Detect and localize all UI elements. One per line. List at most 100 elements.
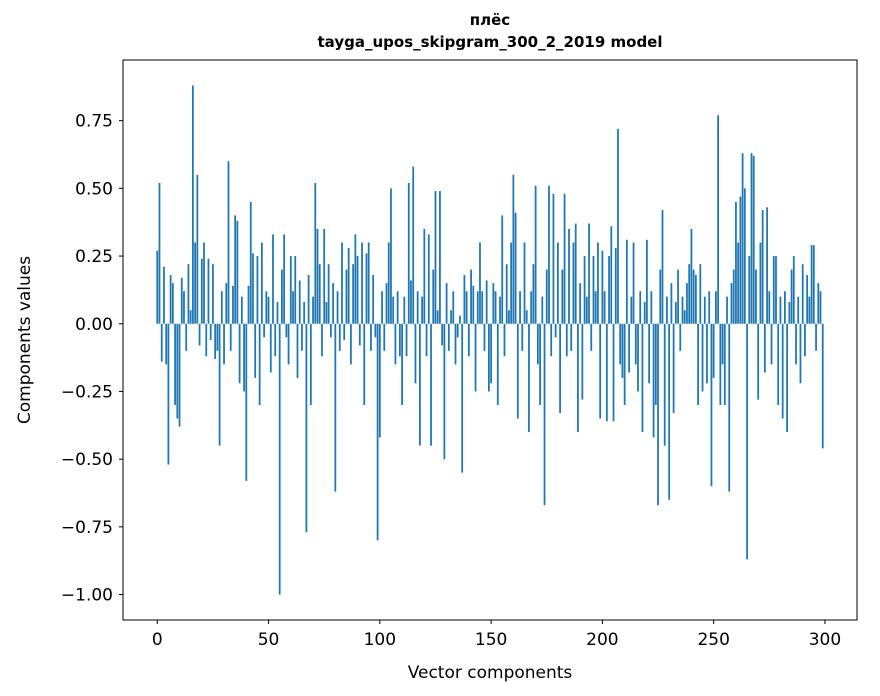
bar	[515, 213, 517, 324]
bar	[383, 324, 385, 351]
bar	[183, 291, 185, 324]
bar	[428, 234, 430, 323]
bar	[176, 324, 178, 419]
bar	[328, 264, 330, 324]
bar	[724, 324, 726, 405]
bar	[815, 324, 817, 351]
bar	[479, 243, 481, 324]
bar	[606, 324, 608, 421]
bar	[650, 291, 652, 324]
bar	[568, 229, 570, 324]
bar	[343, 324, 345, 340]
bar	[535, 186, 537, 324]
bar	[586, 297, 588, 324]
bar	[666, 297, 668, 324]
bar	[481, 291, 483, 324]
bar	[448, 324, 450, 351]
bar	[228, 161, 230, 323]
bar	[441, 324, 443, 346]
bar	[686, 283, 688, 324]
bar	[317, 229, 319, 324]
bar	[722, 324, 724, 365]
bar	[426, 324, 428, 357]
bar	[619, 324, 621, 365]
bar	[817, 283, 819, 324]
bar	[352, 264, 354, 324]
bar	[544, 324, 546, 505]
bar	[786, 324, 788, 432]
bar	[673, 324, 675, 413]
bar	[475, 324, 477, 392]
bar	[675, 302, 677, 324]
bar	[308, 275, 310, 324]
bar	[437, 310, 439, 324]
bar	[203, 243, 205, 324]
x-tick-label: 250	[697, 630, 729, 650]
bar	[303, 302, 305, 324]
bar	[156, 251, 158, 324]
bar	[613, 324, 615, 421]
bar	[412, 167, 414, 324]
bar	[575, 224, 577, 324]
bar	[622, 324, 624, 378]
bar	[168, 324, 170, 465]
bar	[283, 234, 285, 323]
bar	[548, 186, 550, 324]
bar	[381, 291, 383, 324]
bar	[577, 324, 579, 432]
bar	[495, 291, 497, 324]
bar	[314, 183, 316, 324]
bar	[410, 280, 412, 323]
bar	[401, 324, 403, 405]
bar	[679, 324, 681, 351]
bar	[363, 324, 365, 405]
bar	[457, 324, 459, 338]
bar	[624, 324, 626, 405]
bar	[555, 324, 557, 338]
bar	[524, 243, 526, 324]
x-tick-label: 100	[364, 630, 396, 650]
bar	[604, 291, 606, 324]
bar	[334, 324, 336, 492]
bar	[597, 243, 599, 324]
bar	[506, 264, 508, 324]
bar	[626, 240, 628, 324]
bar	[671, 283, 673, 324]
bar	[361, 243, 363, 324]
bar	[570, 324, 572, 351]
bar	[285, 324, 287, 338]
bar	[397, 291, 399, 324]
bar	[688, 264, 690, 324]
bar	[508, 310, 510, 324]
bar	[190, 310, 192, 324]
bar	[163, 267, 165, 324]
bar	[461, 324, 463, 473]
bar	[406, 324, 408, 357]
bar	[599, 324, 601, 419]
bar	[820, 291, 822, 324]
bar	[653, 324, 655, 438]
bar	[210, 324, 212, 340]
bar	[306, 324, 308, 533]
bar	[339, 324, 341, 351]
bar	[526, 310, 528, 324]
bar	[726, 297, 728, 324]
bar	[739, 196, 741, 323]
bar	[194, 243, 196, 324]
y-tick-label: 0.00	[75, 315, 113, 335]
bar	[684, 310, 686, 324]
bar	[443, 324, 445, 459]
bar	[421, 297, 423, 324]
bar	[804, 324, 806, 357]
bar	[196, 175, 198, 324]
bar	[237, 221, 239, 324]
bar	[691, 229, 693, 324]
bar	[281, 270, 283, 324]
bar	[199, 324, 201, 346]
bar	[214, 324, 216, 359]
bar	[290, 256, 292, 324]
bar	[408, 183, 410, 324]
bar	[221, 291, 223, 324]
bar	[234, 215, 236, 323]
bar	[642, 324, 644, 432]
